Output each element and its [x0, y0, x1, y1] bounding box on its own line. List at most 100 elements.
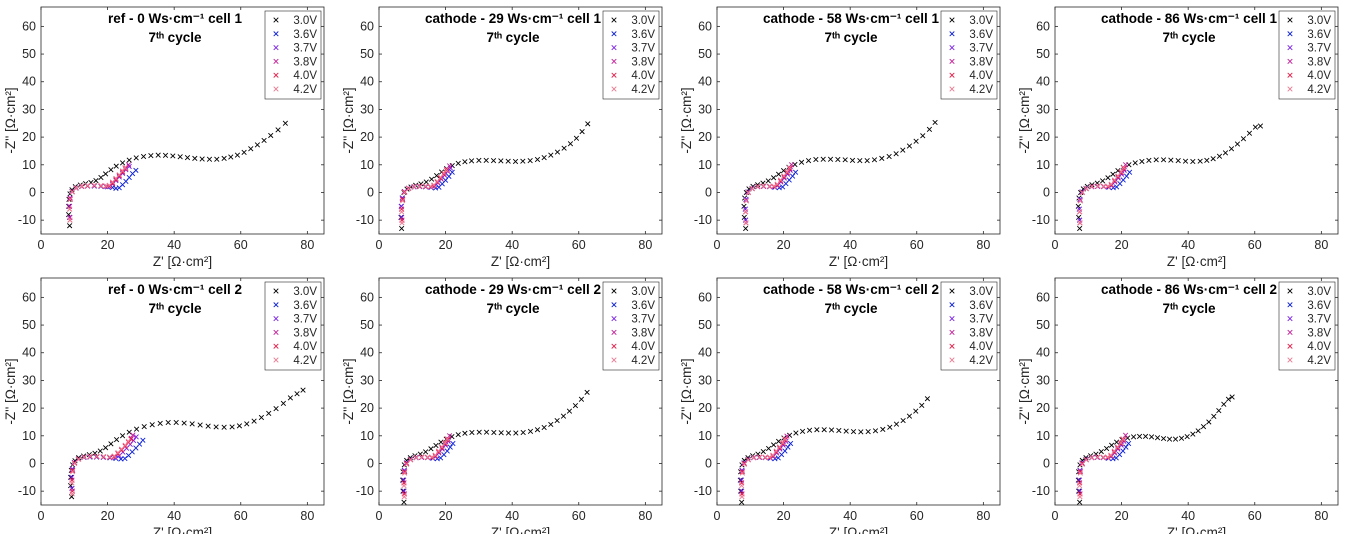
- data-point: [770, 442, 777, 448]
- data-point: [1076, 214, 1082, 221]
- legend-marker: [273, 329, 279, 336]
- data-point: [548, 152, 554, 158]
- data-point: [924, 396, 931, 402]
- legend-marker: [1287, 315, 1293, 322]
- y-tick-label: -10: [356, 213, 374, 227]
- y-tick-label: 50: [360, 47, 374, 61]
- data-point: [572, 402, 579, 409]
- legend-label: 4.2V: [1307, 84, 1331, 96]
- data-point: [579, 128, 585, 135]
- data-point: [762, 454, 768, 460]
- y-axis-label: -Z'' [Ω·cm²]: [679, 358, 694, 424]
- data-point: [67, 223, 73, 229]
- data-point: [400, 196, 406, 203]
- x-tick-label: 20: [101, 509, 115, 523]
- data-point: [900, 417, 906, 424]
- data-point: [913, 408, 919, 414]
- data-point: [906, 143, 913, 149]
- data-point: [300, 387, 306, 393]
- data-point: [785, 444, 791, 450]
- data-point: [1132, 160, 1138, 166]
- data-point: [1228, 146, 1235, 152]
- data-point: [1089, 455, 1095, 461]
- panel-title: ref - 0 Ws·cm⁻¹ cell 1: [108, 11, 242, 26]
- data-point: [1100, 183, 1107, 189]
- legend-marker: [1287, 288, 1293, 294]
- data-point: [404, 461, 410, 467]
- data-point: [766, 454, 773, 460]
- data-point: [1108, 442, 1115, 448]
- data-point: [813, 156, 819, 163]
- legend-label: 3.0V: [969, 15, 993, 27]
- data-point: [548, 421, 554, 428]
- y-tick-label: 30: [360, 102, 374, 116]
- data-point: [282, 120, 288, 126]
- data-point: [755, 183, 761, 190]
- data-point: [926, 126, 933, 132]
- panel-title: cathode - 86 Ws·cm⁻¹ cell 1: [1101, 11, 1277, 26]
- y-tick-label: 60: [698, 19, 712, 33]
- data-point: [294, 391, 300, 397]
- data-point: [433, 172, 440, 179]
- data-point: [749, 185, 755, 192]
- data-point: [1083, 185, 1089, 192]
- data-point: [567, 141, 574, 147]
- data-point: [490, 158, 497, 164]
- data-point: [760, 183, 767, 189]
- data-point: [140, 153, 147, 160]
- data-point: [443, 166, 449, 173]
- data-point: [113, 163, 119, 169]
- data-point: [1240, 136, 1247, 142]
- panel-subtitle: 7ᵗʰ cycle: [1163, 30, 1216, 45]
- data-point: [122, 442, 128, 448]
- data-point: [743, 225, 749, 232]
- data-point: [462, 159, 468, 165]
- y-tick-label: 30: [1036, 373, 1050, 387]
- y-tick-label: 20: [1036, 401, 1050, 415]
- data-point: [1197, 158, 1203, 164]
- data-point: [1139, 158, 1145, 165]
- data-point: [241, 149, 247, 155]
- legend-label: 4.0V: [293, 70, 317, 82]
- data-point: [73, 185, 79, 191]
- data-point: [398, 214, 404, 221]
- data-point: [1120, 448, 1126, 454]
- legend-marker: [611, 44, 617, 51]
- data-point: [1148, 434, 1155, 440]
- data-point: [1104, 454, 1111, 460]
- x-tick-label: 60: [910, 238, 924, 252]
- data-point: [1095, 454, 1101, 460]
- y-tick-label: 40: [22, 75, 36, 89]
- y-tick-label: 0: [29, 456, 36, 470]
- legend-marker: [273, 72, 279, 78]
- legend-label: 3.0V: [631, 286, 655, 298]
- legend-label: 4.0V: [969, 70, 993, 82]
- data-point: [66, 203, 72, 209]
- data-point: [401, 483, 407, 489]
- y-tick-label: 40: [698, 75, 712, 89]
- data-point: [113, 437, 120, 443]
- data-point: [1178, 435, 1185, 441]
- data-point: [1120, 436, 1126, 442]
- legend-label: 4.0V: [631, 341, 655, 353]
- data-point: [1122, 432, 1129, 438]
- data-point: [880, 426, 886, 433]
- data-point: [119, 160, 126, 166]
- legend-marker: [1287, 357, 1293, 363]
- y-tick-label: 50: [1036, 318, 1050, 332]
- legend: 3.0V 3.6V 3.7V3.8V 4.0V 4.2V: [1278, 10, 1336, 100]
- data-point: [433, 442, 439, 449]
- data-point: [1200, 424, 1207, 430]
- y-tick-label: -10: [1032, 484, 1050, 498]
- legend-marker: [949, 58, 955, 65]
- data-point: [234, 152, 241, 158]
- data-point: [1211, 413, 1217, 420]
- data-point: [782, 436, 788, 442]
- data-point: [399, 209, 405, 215]
- legend-marker: [949, 86, 955, 92]
- data-point: [417, 183, 423, 189]
- data-point: [406, 185, 412, 192]
- x-tick-label: 40: [843, 509, 857, 523]
- data-point: [1146, 157, 1152, 163]
